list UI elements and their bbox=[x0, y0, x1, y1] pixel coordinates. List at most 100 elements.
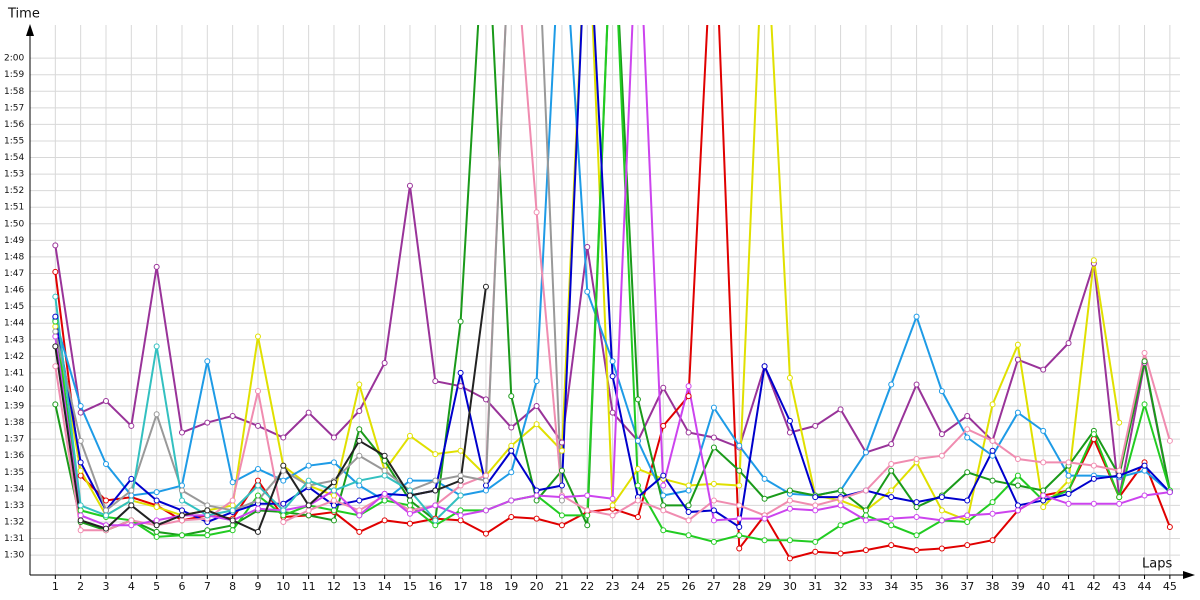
data-point bbox=[229, 527, 236, 534]
data-point bbox=[685, 502, 692, 509]
data-point bbox=[710, 507, 717, 514]
data-point bbox=[457, 507, 464, 514]
data-point bbox=[52, 242, 59, 249]
data-point bbox=[1014, 341, 1021, 348]
data-point bbox=[634, 482, 641, 489]
data-point bbox=[178, 487, 185, 494]
series-line bbox=[54, 286, 487, 534]
data-point bbox=[381, 517, 388, 524]
data-point bbox=[52, 363, 59, 370]
x-tick-label: 28 bbox=[732, 580, 746, 593]
data-point bbox=[153, 522, 160, 529]
data-point bbox=[685, 517, 692, 524]
data-point bbox=[660, 507, 667, 514]
data-point bbox=[254, 333, 261, 340]
data-point bbox=[989, 437, 996, 444]
data-point bbox=[812, 422, 819, 429]
data-point bbox=[128, 422, 135, 429]
y-tick-label: 1:53 bbox=[4, 170, 24, 180]
data-point bbox=[254, 422, 261, 429]
data-point bbox=[356, 452, 363, 459]
data-point bbox=[786, 537, 793, 544]
data-point bbox=[77, 507, 84, 514]
x-tick-label: 42 bbox=[1087, 580, 1101, 593]
data-point bbox=[736, 532, 743, 539]
data-point bbox=[77, 517, 84, 524]
data-point bbox=[178, 507, 185, 514]
y-axis-arrow bbox=[26, 24, 34, 36]
data-point bbox=[609, 373, 616, 380]
data-point bbox=[913, 456, 920, 463]
data-point bbox=[153, 411, 160, 418]
data-point bbox=[381, 472, 388, 479]
data-point bbox=[710, 404, 717, 411]
data-point bbox=[128, 522, 135, 529]
data-point bbox=[660, 472, 667, 479]
y-tick-label: 1:34 bbox=[4, 484, 24, 494]
data-point bbox=[609, 409, 616, 416]
data-point bbox=[1166, 437, 1173, 444]
data-point bbox=[254, 482, 261, 489]
data-point bbox=[634, 465, 641, 472]
data-point bbox=[533, 515, 540, 522]
data-point bbox=[862, 487, 869, 494]
x-tick-label: 1 bbox=[52, 580, 59, 593]
data-point bbox=[330, 487, 337, 494]
data-point bbox=[938, 452, 945, 459]
data-point bbox=[685, 487, 692, 494]
y-tick-label: 1:51 bbox=[4, 203, 24, 213]
x-tick-label: 7 bbox=[204, 580, 211, 593]
data-point bbox=[913, 532, 920, 539]
data-point bbox=[786, 429, 793, 436]
data-point bbox=[508, 393, 515, 400]
data-point bbox=[406, 510, 413, 517]
data-point bbox=[761, 475, 768, 482]
x-tick-label: 31 bbox=[808, 580, 822, 593]
data-point bbox=[710, 480, 717, 487]
data-point bbox=[508, 424, 515, 431]
x-tick-label: 27 bbox=[707, 580, 721, 593]
data-point bbox=[913, 381, 920, 388]
x-tick-label: 38 bbox=[986, 580, 1000, 593]
x-tick-label: 34 bbox=[884, 580, 898, 593]
data-point bbox=[1116, 467, 1123, 474]
data-point bbox=[1166, 523, 1173, 530]
data-point bbox=[786, 555, 793, 562]
data-point bbox=[584, 492, 591, 499]
data-point bbox=[153, 497, 160, 504]
data-point bbox=[280, 467, 287, 474]
data-point bbox=[102, 461, 109, 468]
data-point bbox=[558, 467, 565, 474]
data-point bbox=[432, 502, 439, 509]
data-point bbox=[1065, 490, 1072, 497]
y-tick-label: 1:54 bbox=[4, 153, 24, 163]
data-point bbox=[964, 412, 971, 419]
data-point bbox=[482, 487, 489, 494]
data-point bbox=[989, 452, 996, 459]
data-point bbox=[1116, 472, 1123, 479]
data-point bbox=[989, 510, 996, 517]
x-tick-label: 23 bbox=[606, 580, 620, 593]
data-point bbox=[457, 369, 464, 376]
x-tick-label: 5 bbox=[153, 580, 160, 593]
data-point bbox=[406, 492, 413, 499]
data-point bbox=[736, 545, 743, 552]
x-tick-label: 26 bbox=[682, 580, 696, 593]
data-point bbox=[77, 459, 84, 466]
data-point bbox=[508, 514, 515, 521]
x-tick-label: 18 bbox=[479, 580, 493, 593]
data-point bbox=[102, 398, 109, 405]
data-point bbox=[1090, 475, 1097, 482]
data-point bbox=[888, 515, 895, 522]
data-point bbox=[254, 497, 261, 504]
data-point bbox=[280, 477, 287, 484]
x-tick-label: 6 bbox=[178, 580, 185, 593]
data-point bbox=[280, 512, 287, 519]
x-tick-label: 22 bbox=[580, 580, 594, 593]
data-point bbox=[204, 512, 211, 519]
data-point bbox=[710, 497, 717, 504]
y-tick-label: 1:39 bbox=[4, 402, 24, 412]
data-point bbox=[330, 492, 337, 499]
data-point bbox=[381, 467, 388, 474]
data-point bbox=[1065, 340, 1072, 347]
